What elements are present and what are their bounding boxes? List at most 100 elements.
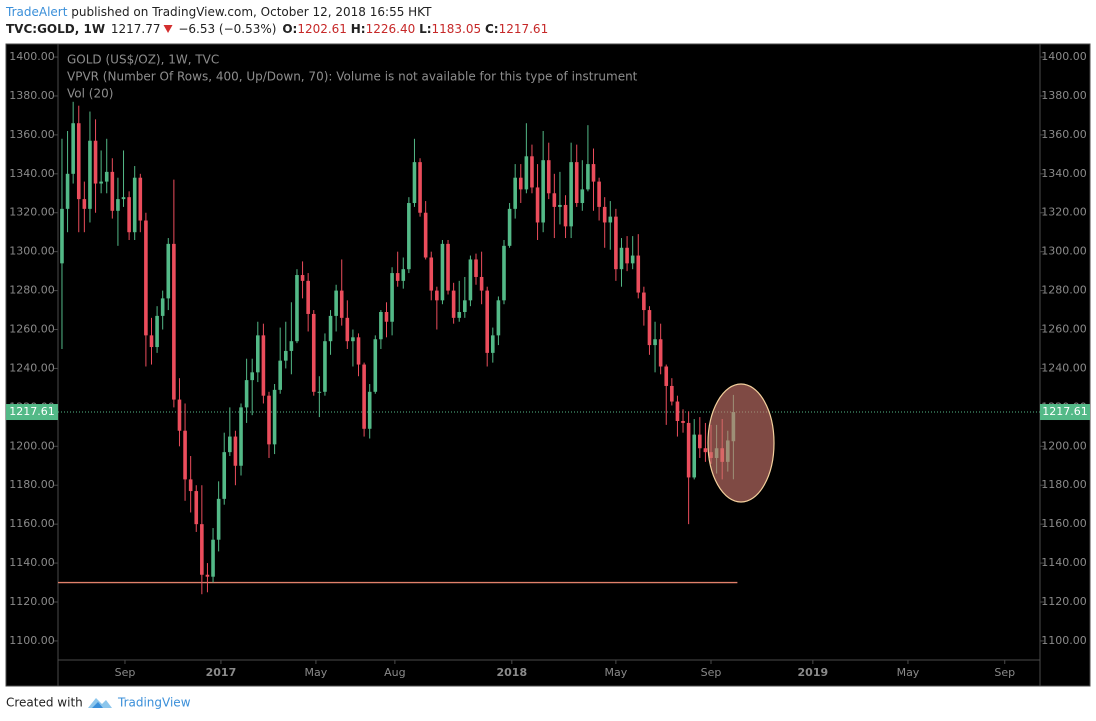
candle-body [468,259,473,301]
candle-body [457,312,462,318]
candle-body [216,498,221,540]
y-tick-label: 1380.00 [9,89,55,102]
candle-body [272,389,277,445]
candle-body [440,243,445,301]
tradingview-logo[interactable] [88,698,112,708]
candle-body [446,243,450,291]
chart-frame [5,43,1091,687]
candle-body [451,290,456,318]
quote-line: TVC:GOLD, 1W 1217.77 −6.53 (−0.53%) O:12… [6,22,548,36]
candle-body [116,199,120,211]
y-tick-label: 1100.00 [9,634,55,647]
candle-body [429,257,434,291]
candle-body [435,290,439,301]
candle-body [295,275,299,342]
candle-body [670,385,674,402]
candle-body [132,177,137,233]
candle-body [569,162,573,227]
y-tick-label: 1400.00 [1041,50,1087,63]
y-tick-label: 1120.00 [1041,595,1087,608]
last: 1217.77 [111,22,161,36]
y-tick-label: 1260.00 [1041,323,1087,336]
candle-body [412,162,417,204]
candle-body [703,448,708,453]
candle-body [664,366,669,386]
y-tick-label: 1300.00 [1041,245,1087,258]
candle-body [608,216,613,223]
candle-body [250,372,255,381]
candle-body [373,339,378,392]
logo-shape [88,698,112,708]
y-tick-label: 1340.00 [9,167,55,180]
candle-body [88,140,92,209]
candle-body [625,247,629,264]
candle-body [211,539,215,577]
candle-body [233,436,238,466]
candle-body [65,173,70,209]
candle-body [127,197,131,233]
candle-body [300,275,305,281]
candle-body [328,315,333,342]
candle-body [647,310,652,346]
candle-body [619,247,624,270]
y-tick-label: 1240.00 [1041,361,1087,374]
x-tick-label: 2017 [206,666,237,679]
x-tick-label: May [897,666,920,679]
y-tick-label: 1400.00 [9,50,55,63]
candle-body [144,220,148,336]
candle-body [630,255,635,264]
candle-body [574,162,579,204]
candle-body [658,339,663,367]
candle-body [384,312,389,322]
candle-body [267,395,271,445]
x-tick-label: Sep [115,666,136,679]
footer-brand[interactable]: TradingView [117,696,191,710]
candle-body [256,335,260,373]
footer-text: Created with [6,696,83,710]
y-tick-label: 1180.00 [9,478,55,491]
candle-body [502,245,506,301]
y-tick-label: 1360.00 [1041,128,1087,141]
y-tick-label: 1240.00 [9,361,55,374]
candle-body [278,360,282,390]
candle-body [200,524,204,575]
indicator: Vol (20) [67,87,113,101]
y-tick-label: 1320.00 [9,206,55,219]
candle-body [306,280,310,314]
close: 1217.61 [499,22,549,36]
y-tick-label: 1300.00 [9,245,55,258]
y-tick-label: 1120.00 [9,595,55,608]
open-label: O: [282,22,297,36]
author[interactable]: TradeAlert [5,5,68,19]
y-tick-label: 1280.00 [1041,284,1087,297]
candle-body [93,140,98,184]
candle-body [636,255,641,293]
x-tick-label: May [305,666,328,679]
y-tick-label: 1140.00 [1041,556,1087,569]
candle-body [558,204,562,207]
candle-body [205,574,210,577]
candle-body [390,273,394,322]
candle-body [546,160,551,194]
candle-body [379,312,383,340]
candle-body [692,434,697,478]
candle-body [311,313,316,392]
y-tick-label: 1380.00 [1041,89,1087,102]
candle-body [82,199,87,209]
candle-body [160,298,165,316]
candle-body [530,156,534,188]
candle-body [614,216,618,270]
candle-body [642,292,646,311]
candle-body [563,204,568,227]
candle-body [110,171,115,211]
candle-body [222,452,227,499]
candle-body [188,479,193,492]
y-tick-label: 1180.00 [1041,478,1087,491]
y-tick-label: 1200.00 [9,439,55,452]
candle-body [507,208,512,246]
candle-body [401,269,406,281]
candle-body [496,300,501,336]
candle-body [244,380,249,408]
